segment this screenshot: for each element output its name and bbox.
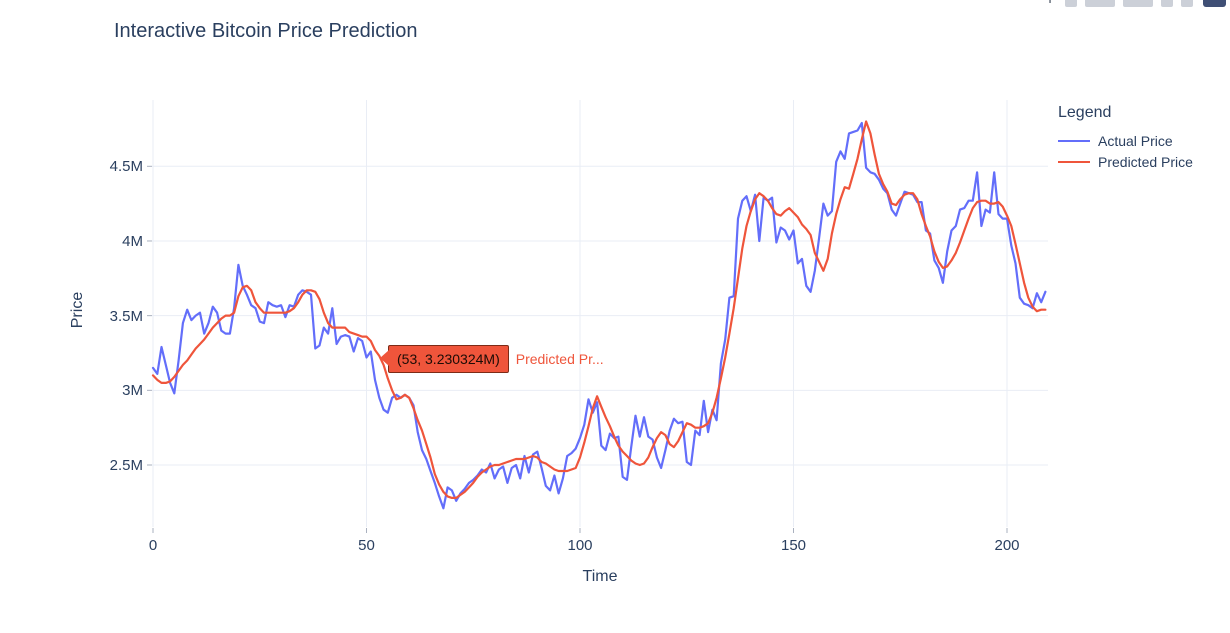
- hover-tooltip-text: (53, 3.230324M): [397, 351, 500, 367]
- x-tick-label: 200: [994, 537, 1020, 554]
- hover-tooltip-box: (53, 3.230324M): [380, 345, 509, 373]
- plotly-logo-icon[interactable]: [1203, 0, 1226, 7]
- y-axis-title: Price: [69, 291, 86, 329]
- y-tick-label: 3.5M: [109, 307, 143, 325]
- legend-item-actual-price[interactable]: Actual Price: [1058, 130, 1193, 151]
- predicted-price-line-swatch-icon: [1058, 160, 1090, 163]
- camera-icon[interactable]: +: [1043, 0, 1057, 8]
- legend-title: Legend: [1058, 104, 1112, 121]
- autoscale-icon[interactable]: [1181, 0, 1193, 7]
- hover-tooltip-trace-label: Predicted Pr...: [515, 351, 604, 367]
- y-tick-label: 2.5M: [109, 457, 143, 474]
- legend-label: Predicted Price: [1098, 153, 1193, 170]
- hover-tooltip-arrow-icon: [380, 350, 389, 366]
- legend-item-predicted-price[interactable]: Predicted Price: [1058, 151, 1193, 172]
- x-tick-label: 50: [358, 537, 375, 554]
- hover-tooltip: (53, 3.230324M) Predicted Pr...: [378, 345, 604, 373]
- zoom-icon[interactable]: [1065, 0, 1077, 7]
- x-tick-label: 0: [148, 537, 158, 554]
- y-tick-label: 4.5M: [109, 158, 143, 176]
- y-tick-label: 3M: [122, 382, 143, 400]
- zoom-in-icon[interactable]: [1123, 0, 1153, 7]
- plotly-modebar: +: [1035, 0, 1226, 8]
- y-tick-label: 4M: [122, 232, 143, 250]
- pan-icon[interactable]: [1085, 0, 1115, 7]
- legend: Legend Actual Price Predicted Price: [1058, 104, 1193, 172]
- chart-title: Interactive Bitcoin Price Prediction: [114, 20, 418, 42]
- zoom-out-icon[interactable]: [1161, 0, 1173, 7]
- x-tick-label: 150: [780, 537, 807, 554]
- x-axis-title: Time: [582, 568, 618, 585]
- legend-label: Actual Price: [1098, 132, 1173, 149]
- x-tick-label: 100: [567, 537, 593, 554]
- actual-price-line-swatch-icon: [1058, 139, 1090, 142]
